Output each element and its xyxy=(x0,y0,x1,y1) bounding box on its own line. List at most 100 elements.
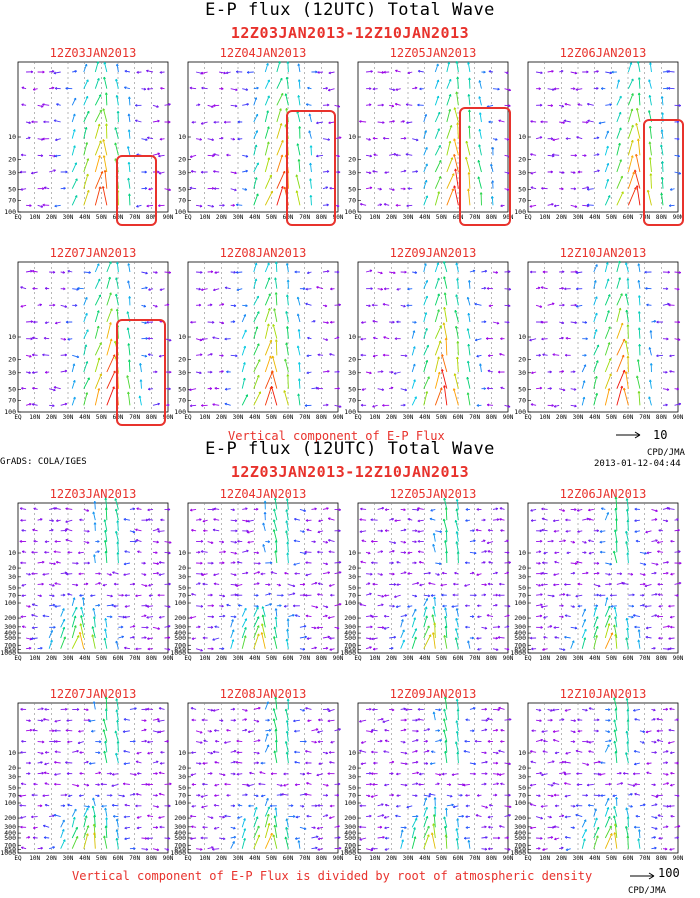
panel-date-label: 12Z06JAN2013 xyxy=(559,46,647,60)
flux-vector-head xyxy=(465,604,468,608)
flux-vector-head xyxy=(619,572,623,576)
flux-vector-head xyxy=(78,794,82,797)
flux-vector xyxy=(247,730,254,733)
flux-vector-head xyxy=(417,519,420,523)
flux-vector xyxy=(457,751,459,764)
flux-vector-head xyxy=(146,69,149,73)
flux-vector-head xyxy=(637,77,641,80)
flux-vector xyxy=(469,540,476,543)
x-tick-label: 90N xyxy=(673,214,684,221)
flux-vector-head xyxy=(267,157,271,160)
flux-vector xyxy=(127,391,131,406)
flux-vector-head xyxy=(436,95,440,99)
flux-vector xyxy=(83,392,88,406)
flux-vector-head xyxy=(65,507,68,511)
flux-vector xyxy=(423,180,428,189)
flux-vector-head xyxy=(120,625,124,629)
flux-vector-head xyxy=(52,583,55,587)
panel-12z07jan2013: 12Z07JAN2013 10 20 30 50 70 100 EQ 10N 20N 30N 40N 5… xyxy=(4,246,174,432)
flux-vector-head xyxy=(274,696,278,700)
flux-vector-head xyxy=(256,761,259,765)
flux-vector-head xyxy=(456,76,460,80)
flux-vector xyxy=(273,529,278,542)
y-tick-label: 700 xyxy=(174,641,186,649)
flux-vector-head xyxy=(30,70,34,74)
flux-vector xyxy=(311,741,317,743)
flux-vector xyxy=(236,288,243,291)
flux-vector xyxy=(423,163,428,173)
flux-vector-head xyxy=(629,62,633,65)
flux-vector-head xyxy=(607,623,611,626)
flux-vector xyxy=(465,140,471,156)
flux-vector xyxy=(253,816,259,828)
flux-vector xyxy=(286,294,289,306)
flux-vector-head xyxy=(168,804,171,808)
flux-vector-head xyxy=(425,163,428,167)
flux-vector-head xyxy=(306,814,309,818)
x-tick-label: 20N xyxy=(556,414,567,421)
flux-vector xyxy=(253,562,261,564)
flux-vector-head xyxy=(383,627,387,630)
flux-vector xyxy=(152,626,160,630)
flux-vector xyxy=(412,783,419,785)
y-tick-label: 30 xyxy=(178,169,186,177)
flux-vector xyxy=(309,178,312,189)
flux-vector-head xyxy=(427,376,430,379)
flux-vector xyxy=(275,540,278,553)
flux-vector xyxy=(636,185,641,206)
flux-vector xyxy=(311,836,319,839)
flux-vector xyxy=(322,647,329,650)
flux-vector-head xyxy=(413,379,416,382)
flux-vector xyxy=(53,814,61,818)
flux-vector-head xyxy=(41,740,45,744)
flux-vector xyxy=(446,804,454,807)
flux-vector xyxy=(434,622,436,639)
flux-vector-head xyxy=(124,69,128,73)
x-tick-label: 10N xyxy=(29,655,40,662)
flux-vector xyxy=(329,583,335,587)
flux-vector-head xyxy=(330,740,333,744)
flux-vector xyxy=(627,187,637,206)
x-tick-label: 50N xyxy=(266,214,277,221)
flux-vector xyxy=(60,572,68,575)
flux-vector-head xyxy=(316,626,320,630)
panel-date-label: 12Z05JAN2013 xyxy=(389,46,477,60)
flux-vector xyxy=(259,771,266,775)
flux-vector xyxy=(456,278,459,289)
flux-vector xyxy=(479,80,482,89)
x-tick-label: 20N xyxy=(216,214,227,221)
flux-vector-head xyxy=(78,729,81,733)
flux-vector-head xyxy=(425,146,428,150)
flux-vector xyxy=(648,396,652,406)
flux-vector xyxy=(334,404,342,408)
flux-vector xyxy=(412,170,418,173)
flux-vector xyxy=(265,729,272,732)
flux-vector-head xyxy=(314,646,317,650)
flux-vector-head xyxy=(41,582,44,586)
flux-vector-head xyxy=(360,762,364,766)
flux-vector-head xyxy=(574,562,578,565)
flux-vector-head xyxy=(417,103,420,107)
flux-vector-head xyxy=(307,719,310,723)
flux-vector-head xyxy=(606,162,610,166)
flux-vector-head xyxy=(437,309,440,312)
flux-vector xyxy=(616,191,624,206)
flux-vector xyxy=(649,126,652,139)
flux-vector xyxy=(452,805,459,808)
flux-vector-head xyxy=(155,793,158,797)
flux-vector-head xyxy=(369,269,373,273)
flux-vector xyxy=(276,140,284,156)
flux-vector-head xyxy=(372,319,375,323)
x-tick-label: 40N xyxy=(419,655,430,662)
flux-vector-head xyxy=(539,305,543,308)
flux-vector-head xyxy=(369,87,372,91)
flux-vector-head xyxy=(51,519,54,522)
flux-vector xyxy=(298,329,301,339)
flux-vector-head xyxy=(302,772,306,776)
flux-vector-head xyxy=(630,155,634,158)
flux-vector xyxy=(554,204,560,207)
flux-vector-head xyxy=(577,170,581,174)
flux-vector-head xyxy=(236,560,240,564)
flux-vector xyxy=(91,634,96,649)
flux-vector xyxy=(359,719,367,723)
